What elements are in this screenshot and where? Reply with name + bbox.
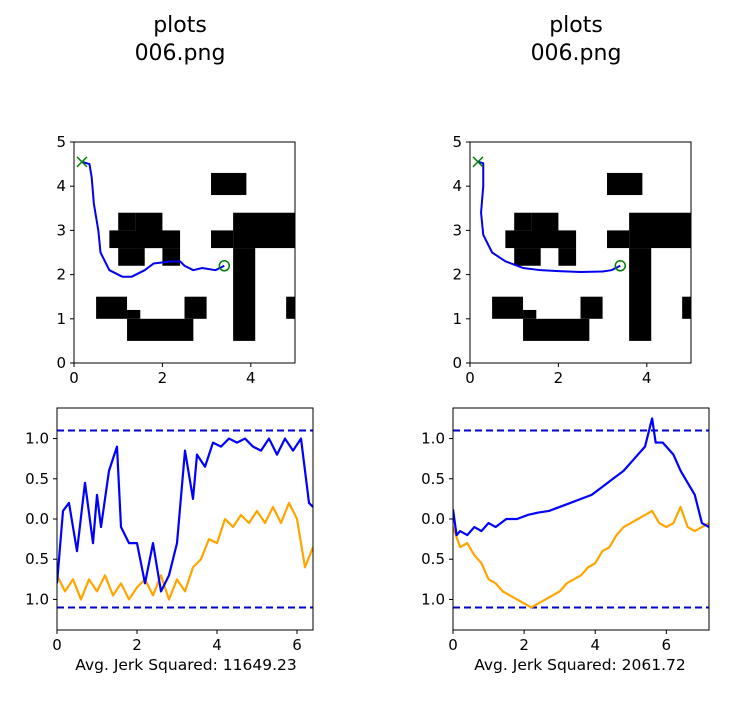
right-map-obstacle-4 — [558, 248, 577, 266]
left-map-obstacle-12 — [184, 296, 207, 319]
right-signal-xtick-label-1: 2 — [519, 636, 529, 654]
left-signal-xtick-label-0: 0 — [52, 636, 62, 654]
right-signal-ytick-label-0: 1.0 — [421, 430, 445, 448]
right-signal-ytick-label-3: 0.5 — [421, 550, 445, 568]
left-map-obstacle-9 — [96, 296, 128, 319]
left-signal-xtick-label-2: 4 — [212, 636, 222, 654]
right-signal-data-area — [453, 417, 709, 609]
right-signal-frame — [452, 407, 710, 631]
left-signal-data-area — [57, 429, 313, 609]
left-signal-ytick-label-3: 0.5 — [25, 550, 49, 568]
right-map-obstacle-12 — [580, 296, 603, 319]
left-map-ytick-label-2: 2 — [56, 266, 66, 284]
left-map-xtick-label-2: 4 — [246, 369, 256, 387]
right-jerk-label: Avg. Jerk Squared: 2061.72 — [474, 656, 686, 674]
left-map-xtick-label-0: 0 — [69, 369, 79, 387]
right-map-start-marker — [472, 156, 484, 168]
left-title-line1: plots — [153, 13, 207, 38]
left-map-obstacle-7 — [211, 230, 234, 249]
right-map-data-area — [472, 156, 691, 341]
left-map-ytick-label-4: 4 — [56, 177, 66, 195]
left-map-trajectory — [81, 160, 225, 278]
left-map-obstacle-2 — [109, 230, 181, 249]
right-map-obstacle-13 — [682, 296, 691, 319]
right-map-xtick-label-2: 4 — [642, 369, 652, 387]
left-jerk-label: Avg. Jerk Squared: 11649.23 — [75, 656, 297, 674]
left-signal-ytick-label-2: 0.0 — [25, 510, 49, 528]
right-map-ytick-label-4: 4 — [452, 177, 462, 195]
left-title-line2: 006.png — [134, 41, 226, 66]
right-map-ytick-label-1: 1 — [452, 310, 462, 328]
right-map-obstacle-10 — [523, 318, 590, 341]
right-signal-ytick-label-2: 0.0 — [421, 510, 445, 528]
right-map-obstacle-11 — [523, 309, 537, 319]
right-signal-ytick-label-4: 1.0 — [421, 590, 445, 608]
right-signal-series-blue — [453, 417, 709, 537]
right-signal-xtick-label-2: 4 — [590, 636, 600, 654]
left-map-obstacle-8 — [233, 248, 256, 341]
left-map-ytick-label-1: 1 — [56, 310, 66, 328]
left-signal-ytick-label-4: 1.0 — [25, 590, 49, 608]
left-signal-plot — [53, 407, 314, 634]
right-map-obstacle-7 — [607, 230, 630, 249]
right-map-obstacle-3 — [514, 248, 541, 266]
right-title-line2: 006.png — [530, 41, 622, 66]
left-map-ytick-label-5: 5 — [56, 133, 66, 151]
right-map-ytick-label-2: 2 — [452, 266, 462, 284]
right-map-plot — [466, 141, 692, 367]
right-map-obstacle-2 — [505, 230, 577, 249]
right-title-line1: plots — [549, 13, 603, 38]
left-map-start-marker — [76, 156, 88, 168]
right-map-xtick-label-1: 2 — [554, 369, 564, 387]
right-map-xtick-label-0: 0 — [465, 369, 475, 387]
left-signal-xtick-label-1: 2 — [132, 636, 142, 654]
left-map-obstacle-13 — [286, 296, 295, 319]
right-map-ytick-label-0: 0 — [452, 354, 462, 372]
left-map-ytick-label-0: 0 — [56, 354, 66, 372]
left-title: plots 006.png — [70, 12, 290, 68]
right-title: plots 006.png — [466, 12, 686, 68]
right-map-ytick-label-5: 5 — [452, 133, 462, 151]
left-map-obstacle-0 — [118, 212, 136, 231]
right-map-obstacle-9 — [492, 296, 524, 319]
left-map-frame — [73, 141, 296, 364]
left-map-obstacle-3 — [118, 248, 145, 266]
right-map-obstacle-8 — [629, 248, 652, 341]
right-map-goal-marker — [614, 260, 627, 272]
right-signal-xtick-label-0: 0 — [448, 636, 458, 654]
left-signal-ytick-label-1: 0.5 — [25, 470, 49, 488]
right-signal-xtick-label-3: 6 — [662, 636, 672, 654]
left-signal-ytick-label-0: 1.0 — [25, 430, 49, 448]
left-signal-xtick-label-3: 6 — [292, 636, 302, 654]
right-map-trajectory — [477, 160, 621, 273]
left-map-data-area — [76, 156, 295, 341]
left-signal-series-blue — [57, 437, 313, 593]
right-signal-plot — [449, 407, 710, 634]
left-map-obstacle-6 — [233, 212, 295, 249]
right-signal-series-orange — [453, 505, 709, 609]
right-map-frame — [469, 141, 692, 364]
left-map-goal-marker — [218, 260, 231, 272]
right-map-ytick-label-3: 3 — [452, 221, 462, 239]
right-map-obstacle-0 — [514, 212, 532, 231]
left-signal-series-orange — [57, 501, 313, 601]
left-map-obstacle-10 — [127, 318, 194, 341]
right-map-obstacle-6 — [629, 212, 691, 249]
left-map-plot — [70, 141, 296, 367]
left-map-obstacle-11 — [127, 309, 141, 319]
left-map-xtick-label-1: 2 — [158, 369, 168, 387]
right-map-obstacle-5 — [607, 172, 643, 196]
left-map-obstacle-5 — [211, 172, 247, 196]
right-signal-ytick-label-1: 0.5 — [421, 470, 445, 488]
left-map-ytick-label-3: 3 — [56, 221, 66, 239]
